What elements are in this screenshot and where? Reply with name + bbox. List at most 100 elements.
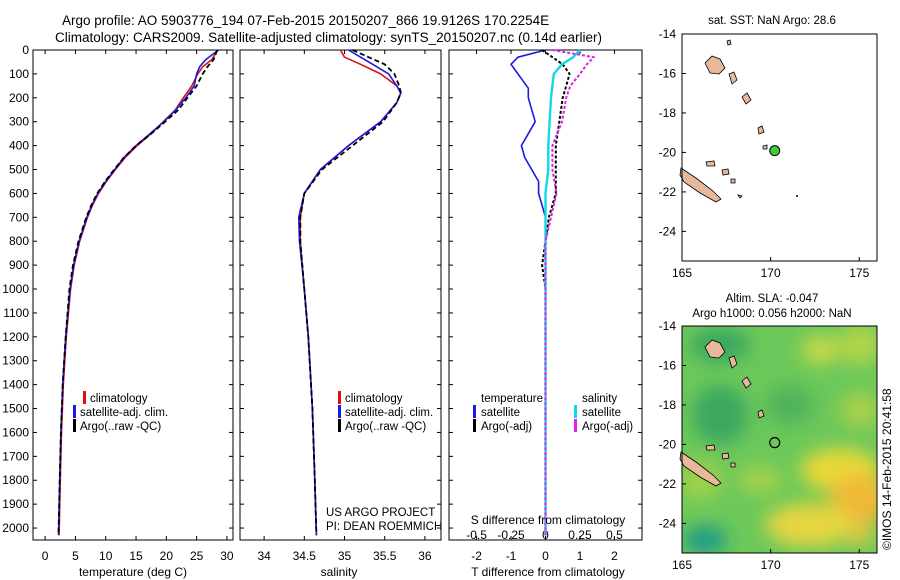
temperature-series: [57, 49, 219, 536]
sla-blob: [838, 326, 877, 365]
island-reef-dot: [796, 195, 798, 197]
legend-satellite-label: satellite-adj. clim.: [80, 407, 168, 419]
depth-tick-label: 1900: [2, 497, 29, 511]
island-matthew: [762, 144, 768, 150]
map-y-tick-label: -18: [659, 398, 677, 412]
series-line-argo-raw-qc-: [299, 49, 402, 536]
x-tick-label: 5: [72, 549, 79, 563]
t-difference-label: T difference from climatology: [471, 565, 625, 579]
map-x-tick-label: 170: [761, 266, 781, 280]
depth-tick-label: 1400: [2, 378, 29, 392]
legend-s-satellite-swatch: [574, 405, 577, 418]
series-line-satellite-adj-clim-: [297, 49, 402, 536]
island-south: [737, 194, 743, 199]
legend-s-argo-swatch: [574, 419, 577, 432]
series-line-climatology: [299, 49, 402, 536]
imos-timestamp: ©IMOS 14-Feb-2015 20:41:58: [880, 388, 894, 550]
temperature-legend: climatology satellite-adj. clim. Argo(..…: [73, 391, 168, 433]
sla-map-axes: 165 170 175 -14 -16 -18 -20 -22 -24: [659, 319, 870, 572]
sla-island-loyalty-1: [705, 444, 716, 451]
x-tick-label: 10: [99, 549, 113, 563]
depth-tick-label: 1600: [2, 425, 29, 439]
legend-salinity-title: salinity: [582, 393, 617, 405]
sst-map-coastlines: [679, 39, 798, 203]
s-difference-label: S difference from climatology: [471, 513, 626, 527]
x-tick-label: 35: [338, 549, 352, 563]
depth-tick-label: 2000: [2, 521, 29, 535]
map-y-tick-label: -16: [659, 66, 677, 80]
sal-legend-climatology-swatch: [338, 391, 341, 404]
series-line-temperature-satellite: [510, 49, 547, 536]
sla-blob: [683, 526, 727, 553]
depth-tick-label: 1200: [2, 330, 29, 344]
depth-tick-label: 500: [9, 163, 29, 177]
salinity-series: [297, 49, 402, 536]
salinity-y-ticks: [240, 49, 441, 529]
difference-legend: temperature satellite Argo(-adj) salinit…: [473, 393, 633, 433]
legend-s-satellite-label: satellite: [582, 407, 621, 419]
s-tick-label: -0.5: [466, 528, 487, 542]
sla-blob: [840, 392, 877, 428]
legend-argo-swatch: [73, 419, 76, 432]
legend-argo-label: Argo(..raw -QC): [80, 421, 161, 433]
x-tick-label: -1: [506, 549, 517, 563]
sla-blob: [765, 503, 855, 547]
sla-island-efate: [741, 376, 752, 389]
sla-map-coastlines: [679, 339, 765, 487]
sal-legend-argo-swatch: [338, 419, 341, 432]
temperature-panel: 0100200300400500600700800900100011001200…: [2, 43, 234, 579]
legend-t-argo-label: Argo(-adj): [481, 421, 532, 433]
sst-map-panel: sat. SST: NaN Argo: 28.6 165 170 175 -14 -16…: [659, 15, 878, 280]
island-efate: [741, 92, 752, 105]
sla-blob: [738, 466, 782, 494]
legend-s-argo-label: Argo(-adj): [582, 421, 633, 433]
map-y-tick-label: -14: [659, 27, 677, 41]
sla-map-frame: [681, 325, 878, 554]
series-line-argo-raw-qc-: [57, 49, 219, 536]
sla-heatmap: [682, 326, 877, 553]
salinity-xlabel: salinity: [321, 565, 358, 579]
x-tick-label: 1: [577, 549, 584, 563]
salinity-panel: 34 34.5 35 35.5 36 salinity climatology sate…: [239, 49, 442, 579]
depth-tick-label: 800: [9, 234, 29, 248]
s-tick-label: 0.5: [606, 528, 623, 542]
x-tick-label: 36: [418, 549, 432, 563]
sla-map-subtitle: Argo h1000: 0.056 h2000: NaN: [692, 308, 851, 320]
series-line-salinity-satellite: [544, 49, 581, 536]
difference-series: [510, 49, 595, 536]
s-tick-label: -0.25: [497, 528, 525, 542]
depth-tick-label: 300: [9, 115, 29, 129]
sla-blob: [802, 335, 838, 365]
sla-blob: [765, 385, 815, 425]
series-line-satellite-adj-clim-: [57, 49, 219, 536]
sst-map-frame: [681, 33, 878, 262]
legend-t-satellite-label: satellite: [481, 407, 520, 419]
sal-legend-satellite-swatch: [338, 405, 341, 418]
temperature-axes-frame: [32, 49, 234, 541]
legend-temperature-title: temperature: [481, 393, 543, 405]
depth-tick-label: 700: [9, 210, 29, 224]
depth-tick-label: 600: [9, 186, 29, 200]
depth-tick-label: 1300: [2, 354, 29, 368]
sal-legend-satellite-label: satellite-adj. clim.: [345, 407, 433, 419]
map-y-tick-label: -22: [659, 477, 677, 491]
x-tick-label: -2: [471, 549, 482, 563]
salinity-legend: climatology satellite-adj. clim. Argo(..…: [338, 391, 433, 433]
sst-argo-location-marker: [769, 145, 781, 157]
series-line-salinity-argo-adj-: [544, 49, 595, 536]
sla-argo-location-marker: [769, 437, 781, 449]
temperature-x-axis: 0 5 10 15 20 25 30: [42, 50, 234, 563]
map-y-tick-label: -18: [659, 106, 677, 120]
depth-tick-label: 0: [22, 43, 29, 57]
sla-island-malakula: [728, 355, 738, 369]
depth-tick-label: 1100: [3, 306, 29, 320]
sla-island-espiritu-santo: [704, 339, 726, 359]
series-line-temperature-argo-adj-: [541, 49, 571, 536]
sla-island-tanna: [757, 409, 765, 419]
legend-climatology-swatch: [83, 391, 86, 404]
map-x-tick-label: 175: [849, 558, 869, 572]
map-y-tick-label: -24: [659, 224, 677, 238]
island-tanna: [757, 125, 765, 135]
x-tick-label: 34.5: [293, 549, 317, 563]
